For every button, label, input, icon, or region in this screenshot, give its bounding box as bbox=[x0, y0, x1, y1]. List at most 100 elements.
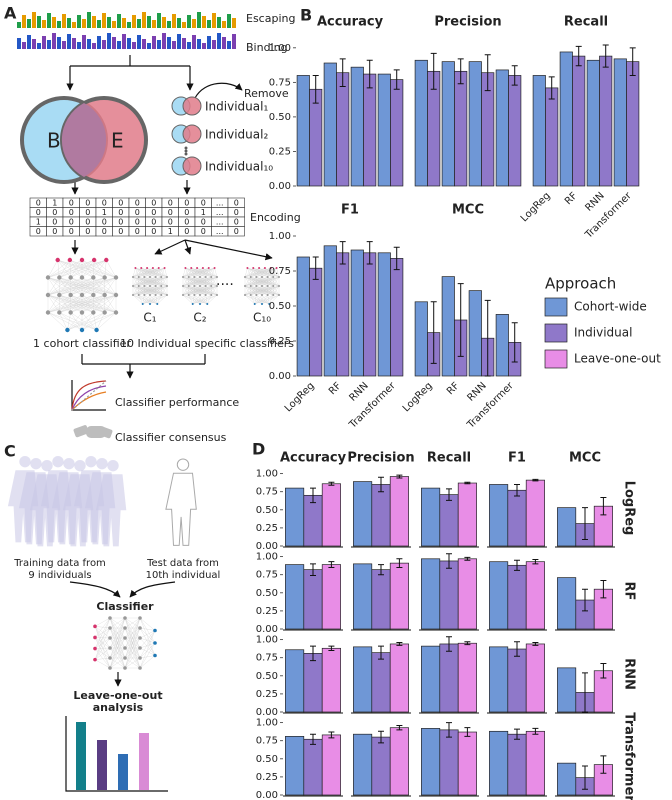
logo-glyph bbox=[92, 43, 96, 49]
net-node bbox=[266, 285, 269, 287]
net-edge bbox=[254, 294, 274, 305]
net-node bbox=[123, 646, 127, 650]
net-edge bbox=[244, 267, 277, 278]
net-edge bbox=[47, 277, 117, 296]
net-edge bbox=[149, 294, 158, 305]
handshake-icon bbox=[73, 425, 113, 439]
net-node bbox=[268, 303, 271, 305]
logo-glyph bbox=[192, 35, 196, 49]
net-edge bbox=[139, 642, 156, 649]
net-edge bbox=[132, 276, 145, 287]
net-edge bbox=[155, 267, 165, 278]
net-node bbox=[79, 275, 85, 280]
net-node bbox=[182, 294, 184, 296]
net-node bbox=[210, 276, 213, 278]
logo-glyph bbox=[37, 43, 41, 49]
net-node bbox=[153, 653, 157, 658]
logo-glyph bbox=[232, 18, 236, 28]
bar bbox=[507, 564, 527, 630]
net-edge bbox=[138, 294, 158, 305]
person-head bbox=[85, 455, 97, 468]
net-edge bbox=[132, 267, 148, 278]
legend-title: Approach bbox=[545, 275, 616, 293]
net-edge bbox=[182, 267, 192, 278]
y-tick-label: 1.00 bbox=[256, 552, 278, 563]
net-node bbox=[68, 292, 73, 298]
bar bbox=[323, 245, 337, 377]
net-edge bbox=[47, 259, 107, 278]
net-node bbox=[261, 285, 263, 287]
net-edge bbox=[269, 294, 280, 305]
x-tick-label: RF bbox=[563, 190, 580, 207]
net-edge bbox=[124, 627, 141, 669]
y-tick-label: 0.25 bbox=[256, 772, 278, 783]
caption: Training data from bbox=[13, 558, 106, 569]
net-edge bbox=[139, 617, 156, 631]
bar bbox=[303, 653, 323, 713]
logo-glyph bbox=[22, 15, 26, 28]
bar bbox=[439, 643, 459, 713]
matrix-value: 0 bbox=[102, 227, 107, 236]
net-edge bbox=[94, 648, 111, 669]
net-edge bbox=[256, 276, 280, 287]
net-edge bbox=[211, 276, 218, 287]
net-edge bbox=[256, 267, 277, 278]
person-head bbox=[63, 457, 75, 470]
matrix-value: ... bbox=[216, 208, 224, 217]
error-bar bbox=[582, 672, 588, 713]
logo-glyph bbox=[172, 41, 176, 49]
matrix-value: 0 bbox=[85, 218, 90, 227]
logo-glyph bbox=[57, 37, 61, 49]
facet-title: Accuracy bbox=[317, 15, 384, 30]
net-edge bbox=[104, 259, 107, 278]
net-node bbox=[255, 276, 258, 278]
y-tick-label: 1.00 bbox=[269, 231, 291, 242]
net-edge bbox=[67, 312, 94, 331]
logo-glyph bbox=[177, 34, 181, 49]
net-node bbox=[156, 303, 159, 305]
matrix-value: 1 bbox=[168, 227, 173, 236]
net-edge bbox=[47, 277, 94, 296]
net-edge bbox=[250, 285, 280, 296]
net-edge bbox=[132, 267, 165, 278]
logo-glyph bbox=[102, 13, 106, 28]
net-edge bbox=[182, 285, 206, 296]
net-edge bbox=[273, 276, 280, 287]
net-edge bbox=[124, 617, 141, 669]
y-tick-label: 0.75 bbox=[256, 487, 278, 498]
error-bar bbox=[366, 59, 373, 89]
net-edge bbox=[192, 294, 218, 305]
net-edge bbox=[244, 285, 251, 296]
error-bar bbox=[339, 241, 346, 265]
x-tick-label: RNN bbox=[583, 190, 606, 213]
net-edge bbox=[94, 637, 111, 639]
net-node bbox=[196, 267, 199, 269]
x-tick-label: RF bbox=[445, 380, 462, 397]
matrix-value: 0 bbox=[85, 208, 90, 217]
net-edge bbox=[244, 267, 265, 278]
net-edge bbox=[182, 285, 195, 296]
net-edge bbox=[94, 648, 111, 659]
facet-title: Recall bbox=[564, 15, 608, 30]
net-node bbox=[102, 310, 107, 315]
caption: Classifier performance bbox=[115, 396, 239, 409]
net-edge bbox=[94, 626, 111, 629]
bar bbox=[303, 738, 323, 796]
bar bbox=[371, 652, 391, 713]
net-node bbox=[45, 275, 51, 280]
net-edge bbox=[139, 627, 156, 656]
y-tick-label: 0.50 bbox=[269, 301, 291, 312]
panel-label: D bbox=[252, 440, 265, 459]
error-bar bbox=[514, 641, 520, 657]
encoding-matrix: 0 1 0 0 0 0 0 0 0 0 0... 00 0 0 0 1 0 0 0 0 0 1... 01 0 0 0 0 0 0 0 0 0… bbox=[29, 197, 245, 237]
y-tick-label: 0.75 bbox=[269, 266, 291, 277]
bar bbox=[457, 642, 477, 713]
error-bar bbox=[484, 54, 491, 92]
net-edge bbox=[192, 294, 206, 305]
matrix-value: 1 bbox=[36, 218, 41, 227]
net-edge bbox=[47, 277, 83, 296]
net-node bbox=[272, 285, 275, 287]
y-tick-label: 1.00 bbox=[269, 43, 291, 54]
net-edge bbox=[124, 617, 141, 659]
net-node bbox=[57, 292, 62, 298]
